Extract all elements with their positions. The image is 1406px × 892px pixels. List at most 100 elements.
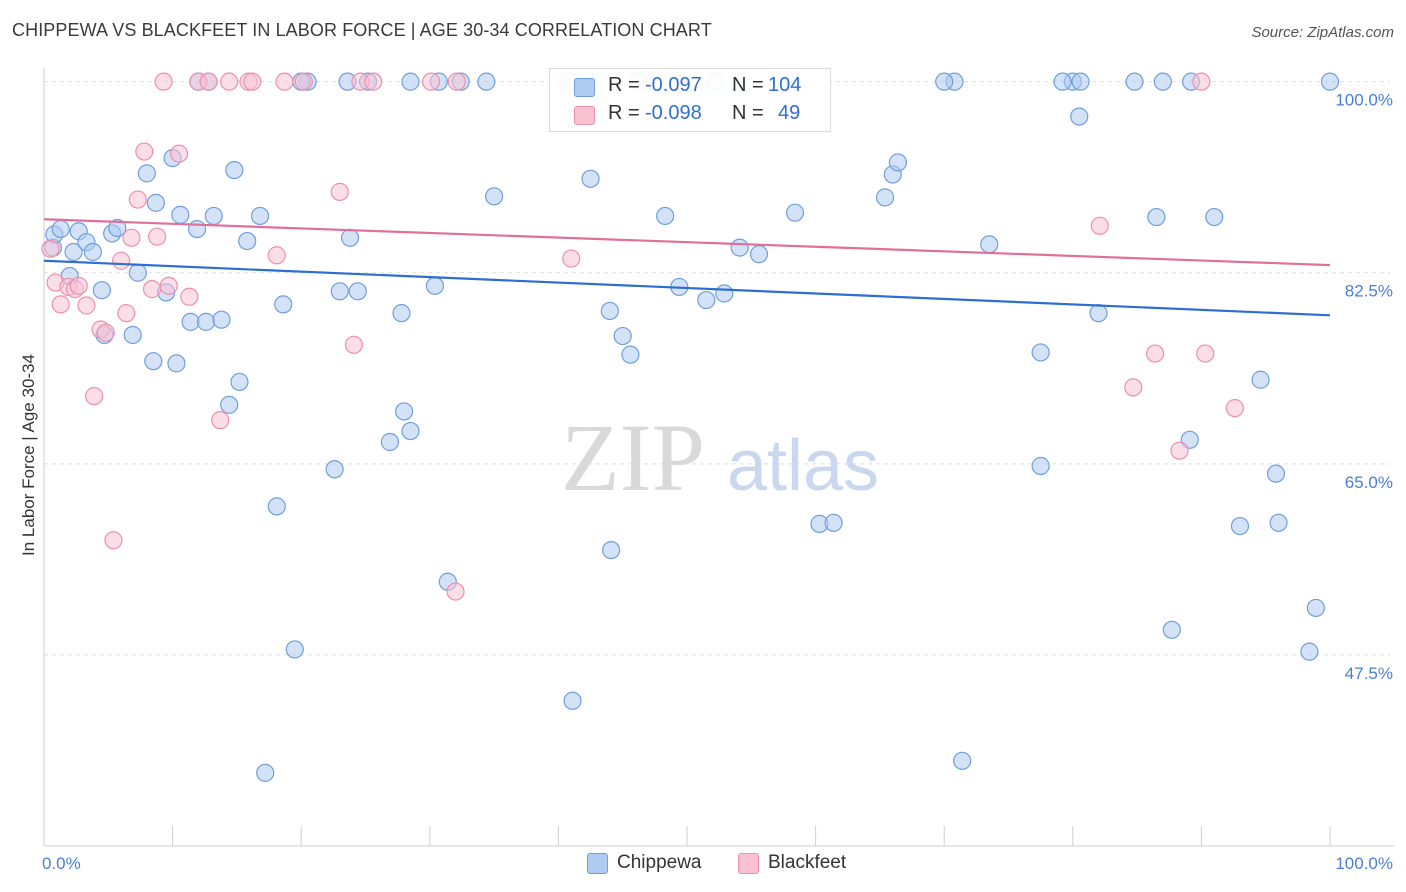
- chippewa-point: [563, 691, 582, 710]
- chippewa-point: [238, 231, 257, 251]
- chippewa-point: [697, 290, 716, 310]
- blackfeet-point: [128, 190, 147, 209]
- chippewa-point: [196, 312, 216, 331]
- chippewa-point: [392, 304, 411, 323]
- chippewa-point: [144, 352, 163, 371]
- blackfeet-point: [180, 287, 199, 306]
- blackfeet-point: [220, 72, 239, 91]
- series-blackfeet: [41, 72, 1244, 601]
- chippewa-point: [602, 540, 621, 560]
- blackfeet-trend-line: [43, 218, 1331, 267]
- blackfeet-point: [41, 239, 60, 258]
- blackfeet-point: [135, 142, 154, 161]
- chippewa-point: [1125, 72, 1144, 91]
- chippewa-point: [225, 161, 244, 180]
- blackfeet-point: [1192, 72, 1211, 91]
- chippewa-point: [1071, 72, 1090, 91]
- blackfeet-point: [1090, 216, 1109, 235]
- blackfeet-point: [1124, 378, 1143, 397]
- chippewa-point: [167, 354, 186, 373]
- chippewa-point: [128, 263, 147, 282]
- blackfeet-point: [85, 387, 104, 406]
- chippewa-point: [888, 153, 908, 172]
- blackfeet-point: [294, 72, 313, 91]
- legend-label-chippewa: Chippewa: [617, 852, 702, 873]
- chippewa-point: [1070, 107, 1089, 126]
- chippewa-point: [656, 206, 675, 226]
- blackfeet-point: [211, 411, 230, 430]
- chippewa-point: [425, 276, 445, 295]
- chippewa-point: [230, 372, 249, 392]
- chippewa-point: [250, 206, 270, 226]
- chippewa-point: [220, 395, 239, 414]
- legend-n-label: N =: [732, 74, 764, 96]
- x-tick-label: 100.0%: [1335, 854, 1393, 873]
- blackfeet-point: [148, 227, 167, 246]
- blackfeet-point: [562, 249, 581, 268]
- chippewa-point: [380, 432, 400, 452]
- chippewa-point: [330, 282, 349, 301]
- chippewa-point: [1266, 464, 1286, 483]
- chippewa-point: [477, 72, 496, 91]
- x-tick-label: 0.0%: [42, 854, 81, 873]
- chippewa-point: [64, 242, 83, 262]
- chippewa-point: [212, 310, 231, 329]
- chippewa-point: [715, 284, 734, 303]
- chippewa-point: [137, 164, 156, 183]
- chippewa-point: [1320, 72, 1340, 91]
- chippewa-point: [600, 301, 619, 321]
- y-tick-label: 47.5%: [1345, 664, 1393, 683]
- legend-r-value: -0.097: [645, 74, 702, 96]
- gridlines: [44, 81, 1390, 656]
- chippewa-point: [83, 242, 102, 262]
- blackfeet-point: [364, 72, 383, 91]
- chippewa-point: [485, 187, 504, 206]
- chippewa-point: [824, 513, 843, 532]
- watermark-zip: ZIP: [561, 404, 705, 511]
- watermark-atlas: atlas: [727, 426, 879, 506]
- blackfeet-point: [96, 323, 115, 342]
- chippewa-point: [749, 245, 769, 264]
- legend-r-label: R =: [608, 74, 640, 96]
- blackfeet-point: [446, 582, 465, 601]
- blackfeet-point: [275, 72, 294, 91]
- chart-title: CHIPPEWA VS BLACKFEET IN LABOR FORCE | A…: [12, 20, 712, 40]
- source-label: Source: ZipAtlas.com: [1251, 24, 1394, 41]
- chippewa-point: [274, 295, 293, 314]
- chippewa-point: [1269, 513, 1288, 532]
- chippewa-point: [613, 326, 632, 346]
- chippewa-point: [256, 763, 275, 782]
- blackfeet-point: [421, 72, 441, 91]
- y-tick-label: 82.5%: [1345, 282, 1393, 301]
- chippewa-point: [401, 72, 420, 91]
- y-tick-label: 65.0%: [1345, 473, 1393, 492]
- blackfeet-point: [199, 72, 218, 91]
- chippewa-legend-swatch: [587, 853, 608, 874]
- chippewa-point: [146, 193, 165, 212]
- chippewa-point: [935, 72, 954, 91]
- chippewa-point: [581, 169, 600, 188]
- chippewa-point: [123, 325, 142, 345]
- blackfeet-point: [69, 276, 88, 295]
- blackfeet-point: [1146, 344, 1165, 363]
- chippewa-point: [1300, 642, 1319, 661]
- legend-r-value: -0.098: [645, 102, 702, 124]
- chippewa-point: [980, 235, 999, 254]
- blackfeet-point: [267, 246, 286, 265]
- blackfeet-point: [330, 182, 349, 202]
- chippewa-swatch: [574, 78, 595, 97]
- chippewa-point: [1205, 207, 1224, 227]
- legend-row-blackfeet: R = -0.098 N = 49: [550, 100, 830, 130]
- chippewa-point: [187, 219, 207, 239]
- legend-label-blackfeet: Blackfeet: [768, 852, 847, 873]
- blackfeet-point: [1225, 399, 1244, 418]
- chippewa-point: [267, 497, 286, 516]
- chippewa-point: [1089, 304, 1108, 323]
- x-tick-labels: 0.0% 100.0%: [42, 854, 1393, 873]
- watermark: ZIP atlas: [561, 404, 879, 511]
- legend-n-value: 104: [768, 74, 802, 96]
- chippewa-point: [730, 238, 749, 257]
- blackfeet-point: [169, 144, 189, 163]
- blackfeet-point: [117, 304, 136, 323]
